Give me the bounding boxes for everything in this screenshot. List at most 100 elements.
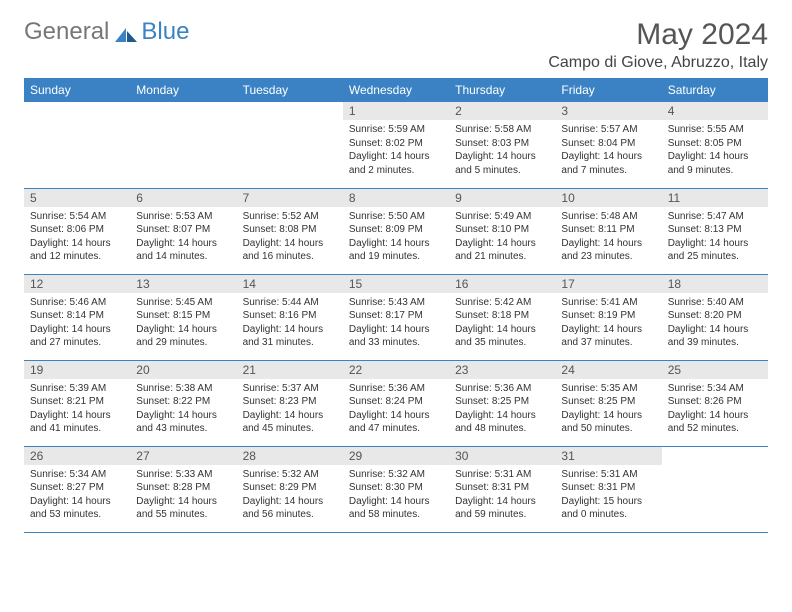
calendar-week-row: 5 Sunrise: 5:54 AM Sunset: 8:06 PM Daylight… (24, 188, 768, 274)
sail-icon (113, 23, 139, 41)
sunrise-line: Sunrise: 5:42 AM (455, 297, 531, 308)
sunrise-line: Sunrise: 5:49 AM (455, 211, 531, 222)
sunrise-line: Sunrise: 5:36 AM (349, 383, 425, 394)
calendar-day-cell: 3Sunrise: 5:57 AMSunset: 8:04 PMDaylight… (555, 102, 661, 188)
sunset-line: Sunset: 8:06 PM (30, 224, 104, 235)
day-number: 28 (237, 447, 343, 465)
sunrise-line: Sunrise: 5:31 AM (561, 469, 637, 480)
sunrise-line: Sunrise: 5:43 AM (349, 297, 425, 308)
daylight-line: Daylight: 14 hours and 47 minutes. (349, 410, 430, 435)
calendar-day-cell: 9Sunrise: 5:49 AMSunset: 8:10 PMDaylight… (449, 188, 555, 274)
day-number: 31 (555, 447, 661, 465)
sunrise-line: Sunrise: 5:35 AM (561, 383, 637, 394)
daylight-line: Daylight: 14 hours and 25 minutes. (668, 238, 749, 263)
calendar-day-cell: 16Sunrise: 5:42 AMSunset: 8:18 PMDayligh… (449, 274, 555, 360)
calendar-day-cell: 6Sunrise: 5:53 AMSunset: 8:07 PMDaylight… (130, 188, 236, 274)
day-details: Sunrise: 5:35 AMSunset: 8:25 PMDaylight:… (555, 379, 661, 440)
calendar-day-cell: .. (24, 102, 130, 188)
sunrise-line: Sunrise: 5:46 AM (30, 297, 106, 308)
day-details: Sunrise: 5:32 AMSunset: 8:29 PMDaylight:… (237, 465, 343, 526)
sunset-line: Sunset: 8:31 PM (561, 482, 635, 493)
day-number: 27 (130, 447, 236, 465)
sunrise-line: Sunrise: 5:36 AM (455, 383, 531, 394)
brand-part2: Blue (141, 18, 189, 46)
daylight-line: Daylight: 14 hours and 9 minutes. (668, 151, 749, 176)
daylight-line: Daylight: 14 hours and 37 minutes. (561, 324, 642, 349)
day-number: 23 (449, 361, 555, 379)
calendar-table: SundayMondayTuesdayWednesdayThursdayFrid… (24, 78, 768, 533)
daylight-line: Daylight: 14 hours and 23 minutes. (561, 238, 642, 263)
sunset-line: Sunset: 8:27 PM (30, 482, 104, 493)
sunrise-line: Sunrise: 5:41 AM (561, 297, 637, 308)
day-details: Sunrise: 5:34 AMSunset: 8:26 PMDaylight:… (662, 379, 768, 440)
day-details: Sunrise: 5:48 AMSunset: 8:11 PMDaylight:… (555, 207, 661, 268)
calendar-day-cell: 5Sunrise: 5:54 AMSunset: 8:06 PMDaylight… (24, 188, 130, 274)
daylight-line: Daylight: 14 hours and 5 minutes. (455, 151, 536, 176)
day-number: 14 (237, 275, 343, 293)
sunrise-line: Sunrise: 5:40 AM (668, 297, 744, 308)
day-number: 3 (555, 102, 661, 120)
day-details: Sunrise: 5:40 AMSunset: 8:20 PMDaylight:… (662, 293, 768, 354)
daylight-line: Daylight: 14 hours and 45 minutes. (243, 410, 324, 435)
sunrise-line: Sunrise: 5:32 AM (243, 469, 319, 480)
sunset-line: Sunset: 8:28 PM (136, 482, 210, 493)
sunset-line: Sunset: 8:24 PM (349, 396, 423, 407)
sunset-line: Sunset: 8:15 PM (136, 310, 210, 321)
daylight-line: Daylight: 14 hours and 2 minutes. (349, 151, 430, 176)
calendar-day-cell: 15Sunrise: 5:43 AMSunset: 8:17 PMDayligh… (343, 274, 449, 360)
day-details: Sunrise: 5:59 AMSunset: 8:02 PMDaylight:… (343, 120, 449, 181)
day-details: Sunrise: 5:42 AMSunset: 8:18 PMDaylight:… (449, 293, 555, 354)
sunset-line: Sunset: 8:31 PM (455, 482, 529, 493)
calendar-day-cell: 27Sunrise: 5:33 AMSunset: 8:28 PMDayligh… (130, 446, 236, 532)
calendar-day-cell: 14Sunrise: 5:44 AMSunset: 8:16 PMDayligh… (237, 274, 343, 360)
calendar-day-cell: .. (130, 102, 236, 188)
weekday-header: Saturday (662, 78, 768, 102)
calendar-day-cell: 28Sunrise: 5:32 AMSunset: 8:29 PMDayligh… (237, 446, 343, 532)
day-number: 2 (449, 102, 555, 120)
calendar-day-cell: 23Sunrise: 5:36 AMSunset: 8:25 PMDayligh… (449, 360, 555, 446)
calendar-week-row: 19Sunrise: 5:39 AMSunset: 8:21 PMDayligh… (24, 360, 768, 446)
calendar-day-cell: 8Sunrise: 5:50 AMSunset: 8:09 PMDaylight… (343, 188, 449, 274)
sunset-line: Sunset: 8:02 PM (349, 138, 423, 149)
day-details: Sunrise: 5:34 AMSunset: 8:27 PMDaylight:… (24, 465, 130, 526)
day-number: 5 (24, 189, 130, 207)
calendar-day-cell: 31 Sunrise: 5:31 AM Sunset: 8:31 PM Dayligh… (555, 446, 661, 532)
day-number: 15 (343, 275, 449, 293)
day-number: 25 (662, 361, 768, 379)
calendar-day-cell: 12Sunrise: 5:46 AMSunset: 8:14 PMDayligh… (24, 274, 130, 360)
day-number: 19 (24, 361, 130, 379)
day-details: Sunrise: 5:41 AMSunset: 8:19 PMDaylight:… (555, 293, 661, 354)
day-number: 7 (237, 189, 343, 207)
daylight-line: Daylight: 14 hours and 52 minutes. (668, 410, 749, 435)
sunset-line: Sunset: 8:14 PM (30, 310, 104, 321)
sunrise-line: Sunrise: 5:54 AM (30, 211, 106, 222)
calendar-day-cell: .. (237, 102, 343, 188)
day-details: Sunrise: 5:39 AMSunset: 8:21 PMDaylight:… (24, 379, 130, 440)
day-number: 17 (555, 275, 661, 293)
day-details: Sunrise: 5:47 AMSunset: 8:13 PMDaylight:… (662, 207, 768, 268)
daylight-line: Daylight: 14 hours and 48 minutes. (455, 410, 536, 435)
calendar-day-cell: 17Sunrise: 5:41 AMSunset: 8:19 PMDayligh… (555, 274, 661, 360)
daylight-line: Daylight: 15 hours and 0 minutes. (561, 496, 642, 521)
sunset-line: Sunset: 8:07 PM (136, 224, 210, 235)
day-number: 1 (343, 102, 449, 120)
day-details: Sunrise: 5:55 AMSunset: 8:05 PMDaylight:… (662, 120, 768, 181)
sunset-line: Sunset: 8:09 PM (349, 224, 423, 235)
day-number: 8 (343, 189, 449, 207)
calendar-week-row: 26Sunrise: 5:34 AMSunset: 8:27 PMDayligh… (24, 446, 768, 532)
calendar-day-cell: 4Sunrise: 5:55 AMSunset: 8:05 PMDaylight… (662, 102, 768, 188)
sunset-line: Sunset: 8:04 PM (561, 138, 635, 149)
day-number: 6 (130, 189, 236, 207)
calendar-day-cell: 1Sunrise: 5:59 AMSunset: 8:02 PMDaylight… (343, 102, 449, 188)
sunrise-line: Sunrise: 5:48 AM (561, 211, 637, 222)
calendar-day-cell: 11Sunrise: 5:47 AMSunset: 8:13 PMDayligh… (662, 188, 768, 274)
weekday-header: Tuesday (237, 78, 343, 102)
calendar-day-cell: 29Sunrise: 5:32 AMSunset: 8:30 PMDayligh… (343, 446, 449, 532)
sunset-line: Sunset: 8:22 PM (136, 396, 210, 407)
daylight-line: Daylight: 14 hours and 55 minutes. (136, 496, 217, 521)
brand-logo: GeneralBlue (24, 18, 189, 46)
sunrise-line: Sunrise: 5:34 AM (30, 469, 106, 480)
daylight-line: Daylight: 14 hours and 7 minutes. (561, 151, 642, 176)
day-number: 11 (662, 189, 768, 207)
sunrise-line: Sunrise: 5:52 AM (243, 211, 319, 222)
